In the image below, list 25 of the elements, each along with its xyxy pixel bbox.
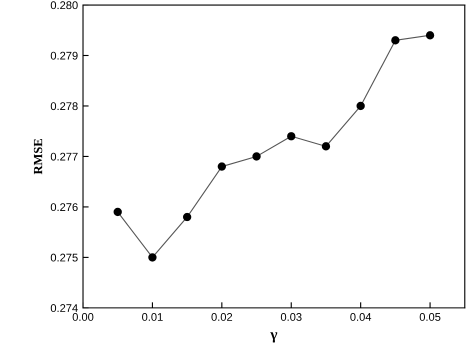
point: [114, 208, 122, 216]
x-tick-label: 0.03: [280, 313, 302, 321]
x-tick-label: 0.04: [350, 313, 372, 321]
point: [182, 212, 192, 222]
point: [218, 162, 226, 171]
y-tick-label: 0.277: [50, 152, 78, 161]
point: [356, 102, 365, 110]
point: [391, 36, 400, 45]
y-tick-label: 0.278: [50, 102, 78, 110]
point: [252, 152, 261, 161]
x-tick-label: 0.02: [211, 313, 232, 321]
y-tick-label: 0.276: [50, 203, 78, 212]
point: [148, 253, 157, 262]
x-tick-label: 0.05: [420, 313, 440, 321]
x-tick-label: 0.01: [142, 313, 163, 321]
x-tick-label: 0.00: [72, 313, 94, 321]
point: [426, 31, 434, 40]
y-tick-label: 0.274: [50, 304, 78, 312]
y-tick-label: 0.279: [50, 52, 78, 60]
y-tick-label: 0.280: [50, 1, 78, 10]
y-tick-label: 0.275: [50, 254, 78, 262]
y-axis-title: RMSE: [34, 139, 42, 174]
point: [287, 132, 296, 140]
point: [322, 142, 330, 151]
x-axis-title: γ: [270, 332, 278, 343]
